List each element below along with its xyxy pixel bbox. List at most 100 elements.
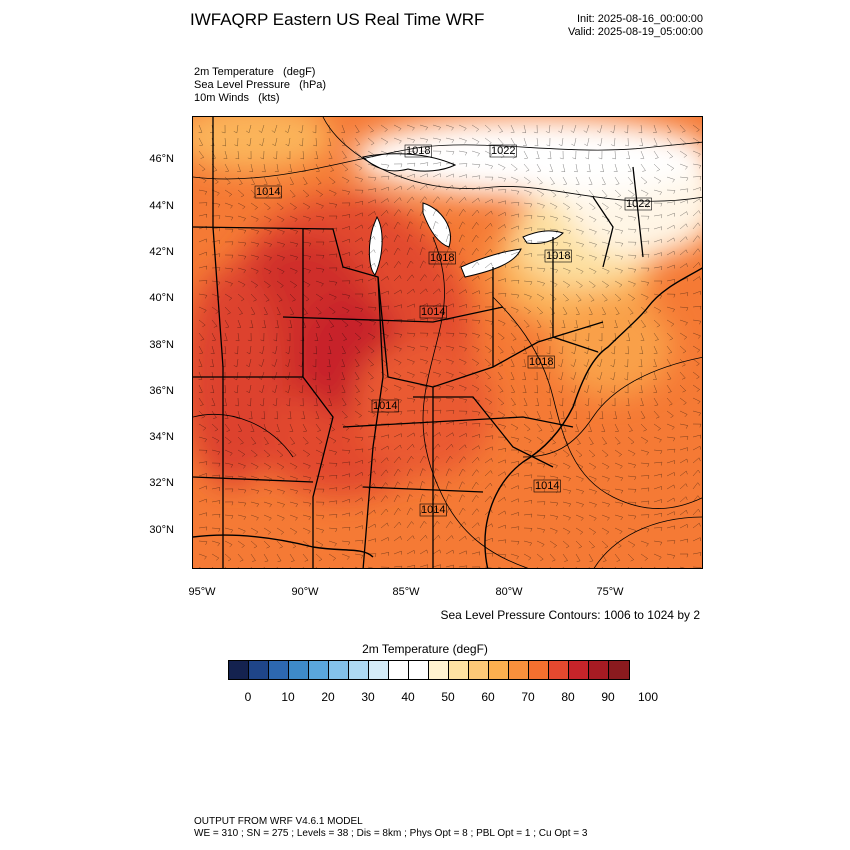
wind-barb — [640, 397, 644, 406]
wind-barb-flag — [586, 417, 590, 420]
wind-barb-flag — [246, 144, 250, 147]
wind-barb-flag — [329, 417, 334, 419]
wind-barb-flag — [638, 392, 643, 394]
wind-barb-flag — [290, 560, 295, 562]
wind-barb — [341, 252, 350, 256]
wind-barb-flag — [374, 177, 377, 181]
wind-barb-flag — [422, 247, 426, 250]
wind-barb-flag — [504, 554, 507, 559]
wind-barb-flag — [308, 256, 312, 260]
wind-barb — [250, 449, 258, 456]
wind-barb — [588, 254, 597, 258]
wind-barb-flag — [464, 140, 467, 144]
wind-barb-flag — [398, 508, 401, 512]
colorbar-tick-label: 90 — [601, 690, 615, 704]
wind-barb-flag — [274, 171, 279, 173]
wind-barb — [406, 521, 412, 529]
wind-barb — [262, 345, 265, 354]
wind-barb — [458, 174, 467, 178]
wind-barb-flag — [563, 183, 567, 185]
wind-barb — [263, 410, 265, 420]
wind-barb — [653, 473, 662, 477]
wind-barb-flag — [503, 178, 506, 182]
wind-barb-flag — [268, 271, 272, 275]
wind-barb-flag — [303, 183, 308, 185]
wind-barb-flag — [255, 218, 259, 222]
wind-barb-flag — [686, 510, 688, 514]
wind-barb-flag — [671, 426, 675, 430]
wind-barb — [588, 280, 596, 286]
wind-barb-flag — [307, 206, 311, 210]
wind-barb-flag — [256, 490, 259, 494]
wind-barb-flag — [699, 306, 702, 310]
wind-barb-flag — [477, 335, 480, 339]
wind-barb-flag — [491, 210, 493, 215]
wind-barb — [289, 176, 294, 185]
wind-barb — [419, 494, 423, 503]
wind-barb — [484, 199, 493, 204]
wind-barb — [432, 549, 440, 555]
wind-barb-flag — [478, 412, 481, 416]
wind-barb-flag — [409, 494, 413, 497]
wind-barb-flag — [222, 391, 226, 394]
wind-barb — [354, 278, 363, 282]
wind-barb-flag — [245, 130, 250, 133]
wind-barb-flag — [423, 455, 427, 459]
wind-barb — [586, 371, 590, 380]
wind-barb — [640, 124, 643, 133]
wind-barb-flag — [619, 284, 623, 288]
wind-barb-flag — [490, 413, 493, 417]
wind-barb — [679, 223, 687, 230]
wind-barb — [419, 521, 425, 529]
wind-barb-flag — [464, 387, 467, 391]
wind-barb-flag — [594, 231, 597, 235]
wind-barb-flag — [298, 365, 302, 368]
wind-barb — [692, 537, 701, 542]
wind-barb — [250, 488, 259, 492]
colorbar-tick-label: 10 — [281, 690, 295, 704]
wind-barb-flag — [462, 507, 466, 511]
wind-barb-flag — [218, 463, 221, 467]
wind-barb-flag — [398, 261, 401, 265]
wind-barb-flag — [271, 390, 276, 393]
wind-barb-flag — [697, 222, 701, 226]
wind-barb — [692, 210, 699, 217]
wind-barb — [640, 358, 643, 367]
wind-barb — [458, 247, 463, 256]
wind-barb-flag — [567, 466, 571, 470]
wind-barb-flag — [453, 318, 455, 323]
wind-barb-flag — [226, 430, 230, 432]
wind-barb-flag — [387, 176, 390, 180]
wind-barb — [287, 371, 291, 380]
wind-barb — [471, 163, 481, 165]
wind-barb-flag — [252, 443, 256, 445]
wind-barb — [523, 163, 530, 171]
wind-barb-flag — [571, 143, 575, 146]
wind-barb-flag — [638, 365, 643, 368]
wind-barb — [653, 540, 662, 543]
wind-barb — [562, 553, 568, 561]
wind-barb-flag — [298, 131, 302, 134]
wind-barb — [601, 501, 610, 505]
wind-barb — [575, 527, 583, 533]
wind-barb — [354, 176, 363, 180]
wind-barb — [588, 228, 597, 232]
wind-barb-flag — [309, 503, 312, 507]
wind-barb — [497, 539, 506, 542]
wind-barb-flag — [279, 455, 284, 458]
wind-barb — [198, 189, 207, 192]
wind-barb — [315, 137, 317, 147]
wind-barb — [653, 371, 657, 380]
wind-barb — [458, 422, 467, 425]
wind-barb-flag — [450, 196, 454, 200]
wind-barb-flag — [397, 247, 401, 251]
wind-barb — [523, 371, 526, 380]
wind-barb — [614, 306, 620, 314]
wind-barb — [627, 410, 632, 419]
wind-barb — [588, 462, 597, 468]
wind-barb — [432, 221, 436, 230]
wind-barb — [328, 423, 335, 430]
wind-barb-flag — [525, 169, 530, 172]
isobar-label-box — [527, 355, 555, 369]
wind-barb — [249, 345, 252, 354]
